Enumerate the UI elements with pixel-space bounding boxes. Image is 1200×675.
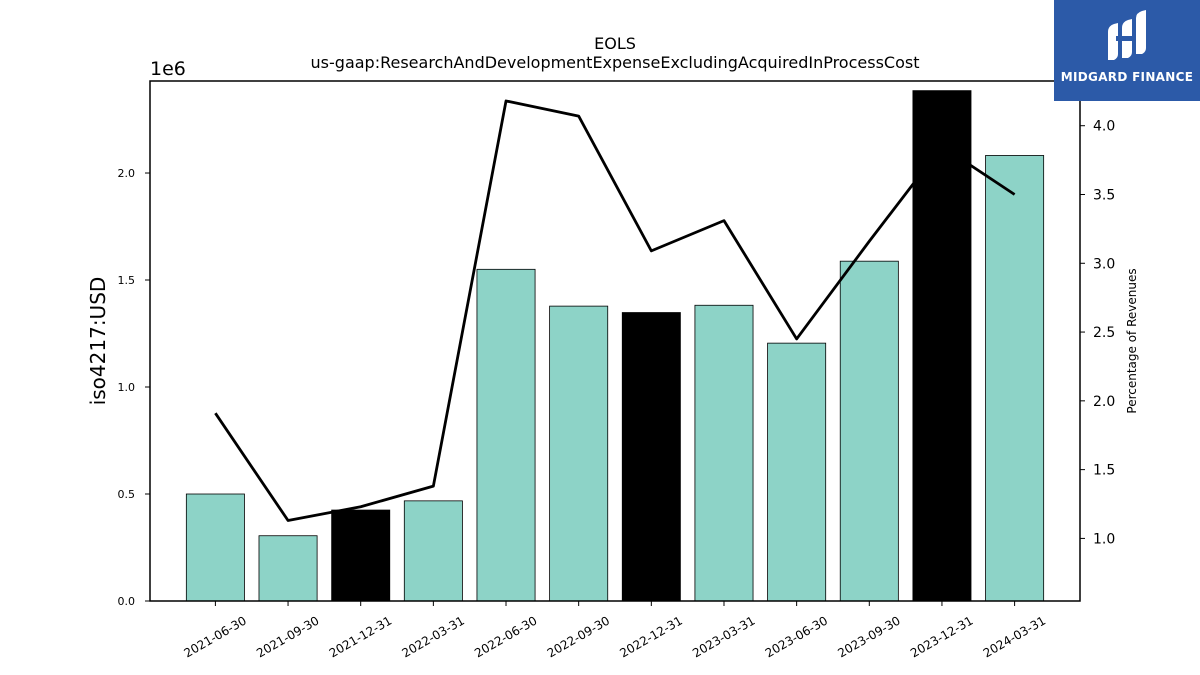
x-tick-label: 2023-03-31	[690, 613, 757, 660]
y2-tick-label: 4.0	[1093, 119, 1115, 135]
bar	[549, 305, 609, 602]
x-tick-label: 2024-03-31	[981, 613, 1048, 660]
y-tick-label: 1.5	[118, 274, 136, 287]
y-axis-label: iso4217:USD	[86, 277, 110, 406]
bar	[694, 304, 754, 602]
x-tick-label: 2023-06-30	[763, 613, 830, 660]
percentage-line	[214, 99, 1016, 522]
bar	[258, 535, 318, 602]
bar	[912, 90, 972, 602]
logo-brand-text: MIDGARD FINANCE	[1060, 70, 1194, 84]
y-ticks: 0.0 0.5 1.0 1.5 2.0	[118, 167, 150, 608]
bar	[839, 260, 899, 602]
y2-tick-label: 1.0	[1093, 531, 1115, 547]
bar	[185, 493, 245, 602]
bars	[185, 90, 1045, 602]
bar	[476, 268, 536, 602]
y-offset-label: 1e6	[150, 58, 186, 80]
x-tick-label: 2023-12-31	[908, 613, 975, 660]
y-tick-label: 0.0	[118, 595, 136, 608]
midgard-logo-icon	[1108, 10, 1146, 60]
x-tick-label: 2021-09-30	[254, 613, 321, 660]
x-tick-label: 2023-09-30	[835, 613, 902, 660]
y2-tick-label: 2.5	[1093, 325, 1115, 341]
x-tick-label: 2022-03-31	[399, 613, 466, 660]
y-tick-label: 2.0	[118, 167, 136, 180]
x-tick-label: 2022-12-31	[617, 613, 684, 660]
x-tick-label: 2022-06-30	[472, 613, 539, 660]
x-tick-label: 2021-06-30	[181, 613, 248, 660]
y-tick-label: 0.5	[118, 488, 136, 501]
plot-frame	[149, 80, 1081, 602]
y2-tick-label: 3.0	[1093, 256, 1115, 272]
y2-tick-label: 1.5	[1093, 463, 1115, 479]
x-ticks: 2021-06-30 2021-09-30 2021-12-31 2022-03-31…	[181, 601, 1048, 660]
bar	[331, 509, 391, 602]
y2-tick-label: 2.0	[1093, 394, 1115, 410]
y-tick-label: 1.0	[118, 381, 136, 394]
y2-tick-label: 3.5	[1093, 187, 1115, 203]
y2-axis-label: Percentage of Revenues	[1125, 268, 1139, 413]
bar	[767, 342, 827, 602]
bar	[985, 155, 1045, 602]
bar	[621, 312, 681, 602]
midgard-finance-logo: MIDGARD FINANCE	[1054, 0, 1200, 101]
x-tick-label: 2022-09-30	[545, 613, 612, 660]
y2-ticks: 1.0 1.5 2.0 2.5 3.0 3.5 4.0	[1080, 119, 1115, 547]
x-tick-label: 2021-12-31	[327, 613, 394, 660]
chart-subtitle: us-gaap:ResearchAndDevelopmentExpenseExc…	[311, 53, 920, 72]
bar	[403, 500, 463, 602]
line-layer	[214, 99, 1016, 522]
chart-title: EOLS	[594, 34, 636, 53]
